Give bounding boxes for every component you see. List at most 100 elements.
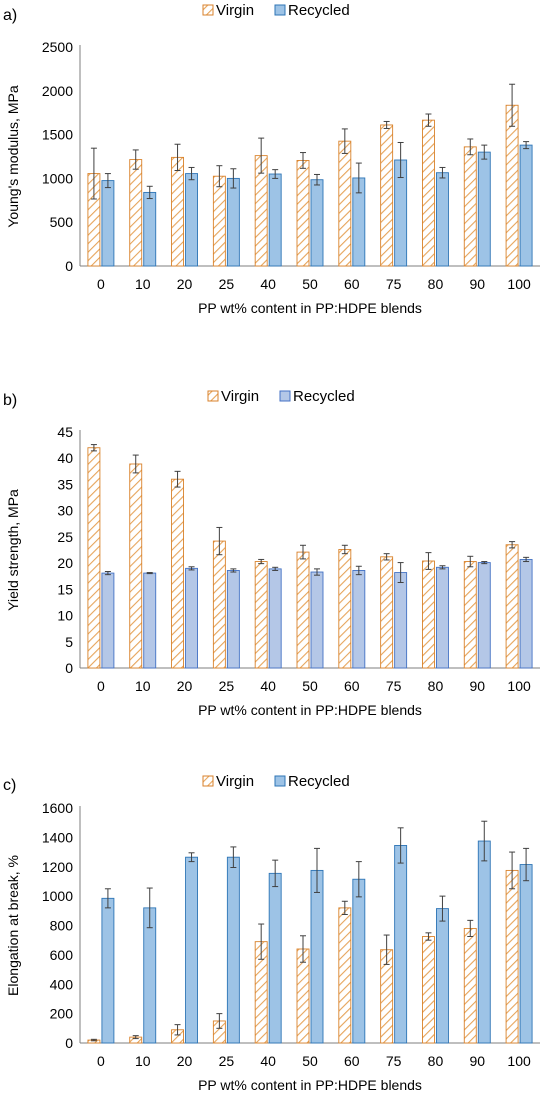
y-tick-label: 1500	[42, 127, 73, 143]
category-group-75: 75	[380, 827, 408, 1069]
y-tick-label: 25	[57, 529, 73, 545]
panel-label: b)	[3, 392, 17, 409]
bar-recycled-50	[310, 179, 324, 267]
bar-recycled-20	[185, 567, 198, 669]
x-tick-label: 10	[135, 678, 151, 694]
x-tick-label: 75	[386, 678, 402, 694]
category-group-0: 0	[87, 888, 115, 1069]
x-tick-label: 60	[344, 276, 360, 292]
y-tick-label: 200	[50, 1006, 74, 1022]
category-group-60: 60	[338, 128, 366, 292]
bar-recycled-80	[436, 172, 449, 267]
bar-recycled-0	[101, 180, 115, 267]
x-axis-title: PP wt% content in PP:HDPE blends	[198, 300, 422, 316]
bar-virgin-25	[212, 540, 226, 669]
x-tick-label: 20	[177, 678, 193, 694]
category-group-10: 10	[129, 887, 157, 1069]
bar-recycled-75	[394, 572, 408, 669]
x-tick-label: 10	[135, 1053, 151, 1069]
y-tick-label: 20	[57, 555, 73, 571]
category-group-90: 90	[463, 138, 491, 292]
x-tick-label: 100	[507, 1053, 531, 1069]
y-tick-label: 500	[50, 214, 74, 230]
bar-recycled-25	[226, 570, 240, 669]
bar-recycled-10	[143, 572, 157, 669]
bar-recycled-10	[143, 191, 157, 267]
bar-virgin-60	[338, 140, 352, 267]
bar-virgin-90	[463, 561, 477, 669]
x-axis-title: PP wt% content in PP:HDPE blends	[198, 1077, 422, 1093]
x-tick-label: 50	[302, 678, 318, 694]
x-tick-label: 80	[428, 1053, 444, 1069]
category-group-40: 40	[254, 859, 282, 1069]
category-group-10: 10	[129, 149, 157, 292]
y-tick-label: 800	[50, 918, 74, 934]
panel-label: a)	[3, 7, 17, 24]
bar-virgin-80	[422, 936, 435, 1044]
category-group-0: 0	[87, 444, 115, 694]
bar-virgin-60	[338, 549, 352, 669]
bar-recycled-0	[101, 897, 115, 1044]
chart-panel-2: b) Virgin Recycled 0 5 10 15 20 25 30 35 40 45 Yield …	[3, 388, 540, 718]
x-tick-label: 0	[97, 678, 105, 694]
category-group-90: 90	[463, 820, 491, 1069]
category-group-0: 0	[87, 147, 115, 292]
y-tick-label: 0	[65, 258, 73, 274]
bar-recycled-80	[436, 908, 449, 1044]
legend-swatch-virgin	[207, 390, 219, 402]
category-group-50: 50	[296, 152, 324, 292]
x-tick-label: 90	[469, 276, 485, 292]
y-tick-label: 600	[50, 947, 74, 963]
bar-recycled-60	[352, 570, 366, 669]
x-tick-label: 25	[219, 276, 235, 292]
x-tick-label: 100	[507, 678, 531, 694]
bar-recycled-75	[394, 845, 408, 1044]
y-tick-label: 30	[57, 503, 73, 519]
chart-panel-1: a) Virgin Recycled05001000150020002500Youn…	[3, 2, 540, 316]
bar-recycled-20	[185, 173, 198, 267]
category-group-10: 10	[129, 454, 157, 694]
bar-recycled-90	[477, 840, 491, 1044]
x-tick-label: 75	[386, 1053, 402, 1069]
legend: Virgin Recycled	[202, 773, 350, 790]
y-tick-label: 1200	[42, 859, 73, 875]
bar-virgin-10	[129, 159, 143, 267]
bar-recycled-25	[226, 177, 240, 267]
x-axis-title: PP wt% content in PP:HDPE blends	[198, 702, 422, 718]
legend-swatch-virgin	[202, 775, 214, 787]
x-tick-label: 90	[469, 1053, 485, 1069]
x-tick-label: 100	[507, 276, 531, 292]
category-group-75: 75	[380, 120, 408, 292]
x-tick-label: 40	[260, 678, 276, 694]
y-axis-title: Yield strength, MPa	[5, 489, 21, 611]
y-tick-label: 2500	[42, 39, 73, 55]
x-tick-label: 40	[260, 276, 276, 292]
category-group-40: 40	[254, 558, 282, 694]
category-group-60: 60	[338, 544, 366, 694]
y-tick-label: 15	[57, 581, 73, 597]
category-group-75: 75	[380, 553, 408, 694]
bar-recycled-90	[477, 151, 491, 267]
x-tick-label: 25	[219, 1053, 235, 1069]
y-tick-label: 1400	[42, 829, 73, 845]
y-tick-label: 10	[57, 608, 73, 624]
legend-swatch-recycled	[279, 390, 291, 402]
bar-virgin-10	[129, 463, 143, 669]
bar-virgin-75	[380, 124, 394, 267]
bar-recycled-20	[185, 856, 198, 1044]
bar-recycled-100	[519, 144, 533, 267]
x-tick-label: 50	[302, 276, 318, 292]
y-tick-label: 0	[65, 660, 73, 676]
bar-virgin-50	[296, 948, 310, 1044]
category-group-100: 100	[505, 847, 533, 1069]
x-tick-label: 60	[344, 1053, 360, 1069]
bar-recycled-0	[101, 572, 115, 669]
bar-virgin-50	[296, 159, 310, 267]
category-group-80: 80	[422, 113, 449, 292]
x-tick-label: 75	[386, 276, 402, 292]
legend: Virgin Recycled	[202, 2, 350, 19]
category-group-60: 60	[338, 861, 366, 1069]
chart-panel-3: c) Virgin Recycled020040060080010001200140…	[3, 773, 540, 1093]
y-tick-label: 400	[50, 976, 74, 992]
y-axis-title: Elongation at break, %	[5, 855, 21, 996]
